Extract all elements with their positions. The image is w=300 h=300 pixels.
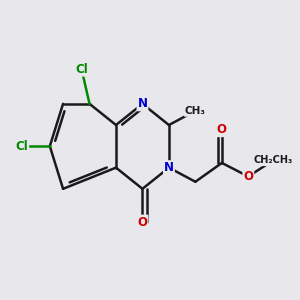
Text: Cl: Cl (75, 63, 88, 76)
Text: N: N (137, 97, 148, 110)
Text: O: O (217, 123, 227, 136)
Text: CH₃: CH₃ (185, 106, 206, 116)
Text: CH₂CH₃: CH₂CH₃ (254, 155, 293, 165)
Text: N: N (164, 161, 174, 174)
Text: O: O (243, 170, 253, 183)
Text: Cl: Cl (16, 140, 28, 153)
Text: O: O (137, 215, 148, 229)
